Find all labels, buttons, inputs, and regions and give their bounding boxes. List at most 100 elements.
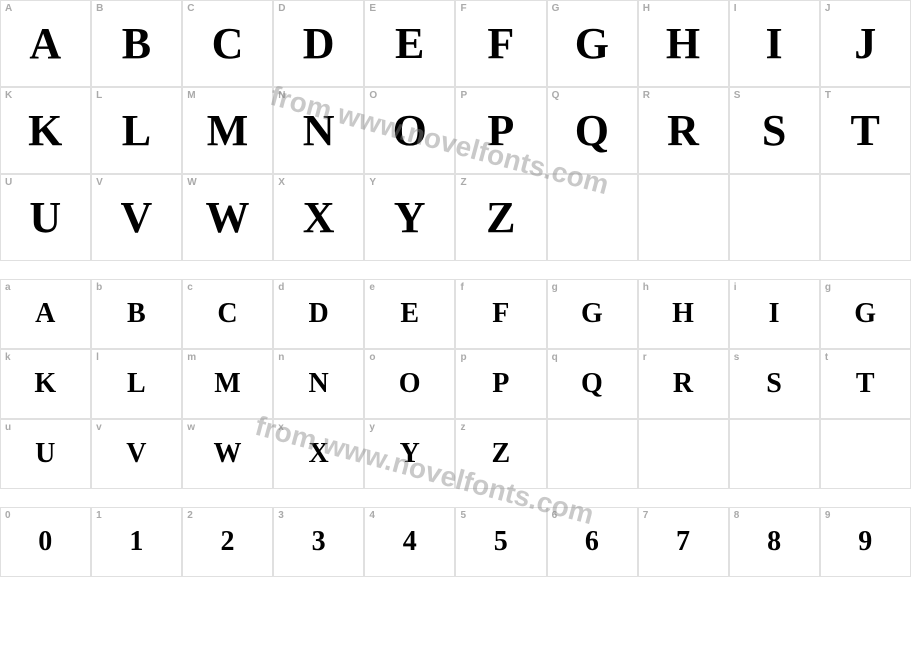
cell-glyph: L: [92, 350, 181, 418]
charmap-cell: dD: [273, 279, 364, 349]
cell-label: G: [552, 3, 560, 14]
cell-glyph: F: [456, 1, 545, 86]
cell-glyph: Q: [548, 350, 637, 418]
charmap-cell: OO: [364, 87, 455, 174]
charmap-cell: fF: [455, 279, 546, 349]
cell-glyph: 9: [821, 508, 910, 576]
charmap-cell: oO: [364, 349, 455, 419]
cell-glyph: A: [1, 280, 90, 348]
cell-label: 5: [460, 510, 466, 521]
charmap-cell: [729, 419, 820, 489]
cell-label: v: [96, 422, 102, 433]
cell-glyph: 1: [92, 508, 181, 576]
charmap-cell: pP: [455, 349, 546, 419]
charmap-cell: BB: [91, 0, 182, 87]
charmap-cell: rR: [638, 349, 729, 419]
charmap-cell: JJ: [820, 0, 911, 87]
cell-label: E: [369, 3, 376, 14]
cell-label: U: [5, 177, 12, 188]
charmap-cell: tT: [820, 349, 911, 419]
cell-label: e: [369, 282, 375, 293]
charmap-cell: II: [729, 0, 820, 87]
charmap-section: 00112233445566778899: [0, 507, 911, 577]
cell-label: p: [460, 352, 466, 363]
charmap-cell: bB: [91, 279, 182, 349]
section-gap: [0, 261, 911, 279]
cell-label: T: [825, 90, 831, 101]
charmap-cell: 55: [455, 507, 546, 577]
cell-glyph: U: [1, 175, 90, 260]
cell-label: g: [825, 282, 831, 293]
cell-glyph: R: [639, 88, 728, 173]
cell-label: V: [96, 177, 103, 188]
cell-label: q: [552, 352, 558, 363]
cell-glyph: Z: [456, 420, 545, 488]
cell-glyph: D: [274, 280, 363, 348]
charmap-cell: EE: [364, 0, 455, 87]
cell-glyph: V: [92, 175, 181, 260]
section-gap: [0, 489, 911, 507]
charmap-cell: [547, 419, 638, 489]
charmap-cell: 33: [273, 507, 364, 577]
charmap-cell: wW: [182, 419, 273, 489]
cell-glyph: F: [456, 280, 545, 348]
charmap-cell: KK: [0, 87, 91, 174]
cell-glyph: H: [639, 280, 728, 348]
cell-glyph: X: [274, 420, 363, 488]
cell-label: g: [552, 282, 558, 293]
cell-glyph: I: [730, 1, 819, 86]
cell-label: J: [825, 3, 831, 14]
cell-label: O: [369, 90, 377, 101]
cell-glyph: N: [274, 88, 363, 173]
cell-glyph: 2: [183, 508, 272, 576]
charmap-cell: iI: [729, 279, 820, 349]
cell-label: b: [96, 282, 102, 293]
cell-glyph: R: [639, 350, 728, 418]
charmap-cell: sS: [729, 349, 820, 419]
charmap-cell: 99: [820, 507, 911, 577]
charmap-cell: SS: [729, 87, 820, 174]
charmap-section: AABBCCDDEEFFGGHHIIJJKKLLMMNNOOPPQQRRSSTT…: [0, 0, 911, 261]
cell-label: A: [5, 3, 12, 14]
cell-glyph: M: [183, 88, 272, 173]
charmap-cell: PP: [455, 87, 546, 174]
cell-label: Y: [369, 177, 376, 188]
cell-label: X: [278, 177, 285, 188]
charmap-cell: gG: [820, 279, 911, 349]
cell-glyph: Q: [548, 88, 637, 173]
cell-label: S: [734, 90, 741, 101]
cell-label: f: [460, 282, 463, 293]
font-charmap: AABBCCDDEEFFGGHHIIJJKKLLMMNNOOPPQQRRSSTT…: [0, 0, 911, 577]
charmap-cell: HH: [638, 0, 729, 87]
charmap-cell: FF: [455, 0, 546, 87]
cell-label: Q: [552, 90, 560, 101]
charmap-cell: 11: [91, 507, 182, 577]
cell-glyph: D: [274, 1, 363, 86]
charmap-cell: cC: [182, 279, 273, 349]
cell-label: i: [734, 282, 737, 293]
charmap-cell: [820, 419, 911, 489]
charmap-cell: 22: [182, 507, 273, 577]
cell-label: o: [369, 352, 375, 363]
charmap-cell: gG: [547, 279, 638, 349]
cell-label: c: [187, 282, 193, 293]
cell-glyph: 7: [639, 508, 728, 576]
charmap-cell: LL: [91, 87, 182, 174]
cell-label: z: [460, 422, 465, 433]
cell-glyph: P: [456, 88, 545, 173]
cell-label: B: [96, 3, 103, 14]
cell-glyph: S: [730, 88, 819, 173]
cell-glyph: Y: [365, 420, 454, 488]
cell-label: a: [5, 282, 11, 293]
cell-glyph: I: [730, 280, 819, 348]
cell-glyph: 5: [456, 508, 545, 576]
charmap-cell: hH: [638, 279, 729, 349]
cell-label: 8: [734, 510, 740, 521]
cell-glyph: X: [274, 175, 363, 260]
charmap-cell: VV: [91, 174, 182, 261]
cell-glyph: S: [730, 350, 819, 418]
cell-glyph: C: [183, 280, 272, 348]
cell-glyph: T: [821, 350, 910, 418]
cell-glyph: Z: [456, 175, 545, 260]
cell-label: W: [187, 177, 196, 188]
